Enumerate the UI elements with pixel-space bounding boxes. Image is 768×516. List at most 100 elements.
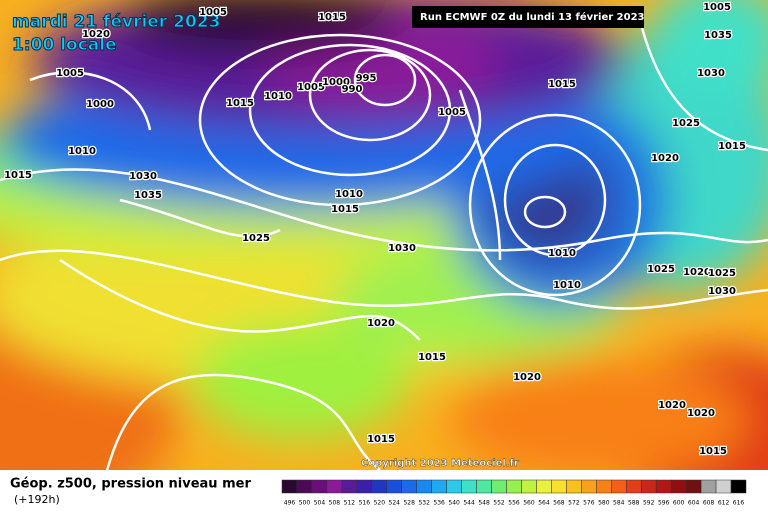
colorbar-tick-label: 592 [643,500,655,507]
colorbar: 496 500 504 508 512 516 520 524 528 532 536 540 544 5… [281,479,747,507]
isobar-label: 1000 [322,77,350,88]
isobar-label: 1020 [651,153,679,164]
isobar-label: 1005 [438,107,466,118]
colorbar-cell [730,479,747,494]
colorbar-cell [670,479,687,494]
colorbar-tick-label: 616 [733,500,745,507]
run-box [412,6,644,28]
colorbar-tick-label: 512 [344,500,356,507]
isobar-label: 1005 [199,7,227,18]
colorbar-cell [476,479,492,494]
copyright: Copyright 2023 Meteociel.fr [361,458,519,469]
colorbar-tick-label: 500 [299,500,311,507]
isobar-label: 1015 [331,204,359,215]
isobar-label: 1015 [4,170,32,181]
colorbar-cell [566,479,582,494]
isobar-label: 1035 [134,190,162,201]
colorbar-cell [416,479,432,494]
colorbar-tick-label: 504 [314,500,326,507]
isobar-label: 1015 [226,98,254,109]
colorbar-cell [401,479,417,494]
isobar-label: 1010 [335,189,363,200]
isobar-label: 1020 [658,400,686,411]
isobar-label: 1020 [367,318,395,329]
isobar-label: 1005 [297,82,325,93]
isobar-label: 1035 [704,30,732,41]
colorbar-tick-label: 516 [359,500,371,507]
isobar-label: 1010 [68,146,96,157]
colorbar-tick-label: 520 [374,500,386,507]
colorbar-tick-label: 524 [389,500,401,507]
isobar-label: 1030 [388,243,416,254]
footer-title: Géop. z500, pression niveau mer [10,477,251,492]
colorbar-tick-label: 568 [553,500,565,507]
colorbar-tick-label: 604 [688,500,700,507]
isobar-label: 1025 [647,264,675,275]
colorbar-tick-label: 540 [448,500,460,507]
colorbar-cell [581,479,597,494]
colorbar-cell [281,479,298,494]
isobar-label: 1005 [56,68,84,79]
isobar-label: 1025 [672,118,700,129]
isobar-label: 1030 [697,68,725,79]
colorbar-cell [640,479,657,494]
time-label: 1:00 locale [12,35,117,55]
isobar-label: 1015 [718,141,746,152]
isobar-label: 1030 [708,286,736,297]
isobar-label: 990 [342,84,363,95]
date-label: mardi 21 février 2023 [12,12,220,32]
colorbar-cell [596,479,612,494]
colorbar-tick-label: 496 [284,500,296,507]
colorbar-tick-label: 600 [673,500,685,507]
colorbar-cell [446,479,462,494]
colorbar-tick-label: 548 [478,500,490,507]
colorbar-tick-label: 552 [493,500,505,507]
colorbar-cell [341,479,358,494]
isobar-label: 1010 [553,280,581,291]
colorbar-tick-label: 596 [658,500,670,507]
colorbar-cell [356,479,373,494]
colorbar-cell [506,479,522,494]
colorbar-cell [371,479,388,494]
isobar-label: 1025 [242,233,270,244]
colorbar-cell [626,479,642,494]
colorbar-tick-label: 576 [583,500,595,507]
colorbar-tick-label: 536 [433,500,445,507]
colorbar-tick-label: 544 [463,500,475,507]
isobar-label: 1005 [703,2,731,13]
isobar-label: 995 [356,73,377,84]
isobars [0,19,768,470]
colorbar-cell [536,479,552,494]
colorbar-cell [521,479,537,494]
isobar-label: 1000 [86,99,114,110]
colorbar-tick-label: 580 [598,500,610,507]
colorbar-tick-label: 608 [703,500,715,507]
colorbar-cell [296,479,313,494]
colorbar-tick-label: 572 [568,500,580,507]
isobar-label: 1015 [318,12,346,23]
isobar-label: 1010 [548,248,576,259]
isobar-label: 1020 [82,29,110,40]
run-label: Run ECMWF 0Z du lundi 13 février 2023 [420,11,645,23]
colorbar-cell [715,479,732,494]
colorbar-cell [611,479,627,494]
colorbar-cell [700,479,717,494]
colorbar-tick-label: 584 [613,500,625,507]
isobar-label: 1020 [513,372,541,383]
isobar-label: 1020 [683,267,711,278]
colorbar-cell [551,479,567,494]
isobar-label: 1010 [264,91,292,102]
colorbar-cell [386,479,402,494]
colorbar-tick-label: 528 [403,500,415,507]
colorbar-tick-label: 588 [628,500,640,507]
colorbar-tick-label: 508 [329,500,341,507]
isobar-label: 1015 [367,434,395,445]
colorbar-tick-label: 532 [418,500,430,507]
colorbar-cell [685,479,702,494]
colorbar-tick-label: 556 [508,500,520,507]
isobar-label: 1030 [129,171,157,182]
colorbar-cell [431,479,447,494]
isobar-label: 1020 [687,408,715,419]
